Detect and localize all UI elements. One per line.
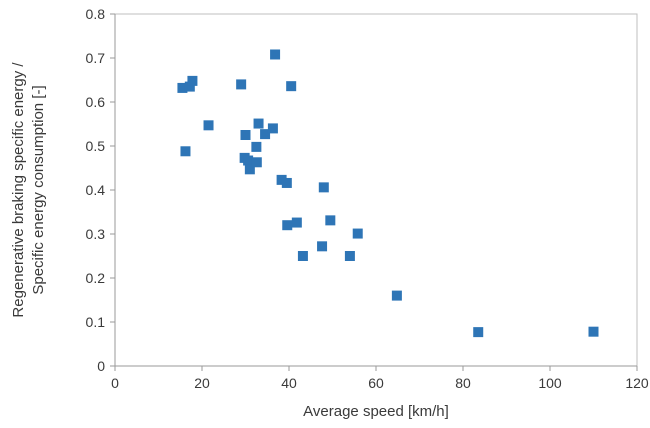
x-tick-label: 60: [368, 375, 384, 391]
data-point: [244, 164, 255, 175]
data-point: [352, 228, 363, 239]
data-point: [203, 120, 214, 131]
data-point: [281, 177, 292, 188]
data-point: [251, 157, 262, 168]
data-point: [286, 81, 297, 92]
y-tick-label: 0.4: [86, 182, 106, 198]
y-tick-label: 0.5: [86, 138, 106, 154]
y-tick-label: 0.8: [86, 6, 106, 22]
y-axis-title-line-2: Specific energy consumption [-]: [30, 85, 47, 294]
data-point: [325, 215, 336, 226]
data-point: [184, 81, 195, 92]
x-tick-label: 120: [625, 375, 649, 391]
x-tick-label: 80: [455, 375, 471, 391]
tick-labels: 0 20 40 60 80 100 120 0 0.1 0.2 0.3 0.4 0.5 0.6 0.7 0.8: [86, 6, 649, 391]
data-point: [251, 141, 262, 152]
axes: [114, 13, 638, 367]
data-point: [243, 155, 254, 166]
y-tick-label: 0.1: [86, 314, 106, 330]
data-point: [177, 82, 188, 93]
plot-area-border: [114, 13, 638, 367]
y-tick-label: 0.7: [86, 50, 106, 66]
data-point: [276, 174, 287, 185]
data-point: [317, 241, 328, 252]
data-point: [318, 182, 329, 193]
x-tick-label: 40: [281, 375, 297, 391]
data-point: [180, 146, 191, 157]
x-tick-label: 20: [194, 375, 210, 391]
y-tick-label: 0.3: [86, 226, 106, 242]
data-point: [473, 327, 484, 338]
data-point: [236, 79, 247, 90]
data-point: [270, 49, 281, 60]
data-point: [187, 75, 198, 86]
data-point: [282, 220, 293, 231]
axis-titles: Average speed [km/h] Regenerative brakin…: [10, 62, 449, 420]
data-points: [177, 49, 599, 338]
data-point: [260, 129, 271, 140]
y-axis-title-line-1: Regenerative braking specific energy /: [10, 62, 27, 318]
x-tick-label: 100: [538, 375, 562, 391]
x-tick-label: 0: [111, 375, 119, 391]
data-point: [297, 251, 308, 261]
data-point: [344, 251, 355, 261]
y-tick-label: 0: [97, 358, 105, 374]
data-point: [391, 290, 402, 301]
data-point: [253, 118, 264, 129]
y-tick-label: 0.2: [86, 270, 106, 286]
data-point: [267, 123, 278, 134]
x-axis-title: Average speed [km/h]: [303, 403, 449, 420]
data-point: [588, 326, 599, 337]
data-point: [291, 217, 302, 228]
data-point: [240, 130, 251, 140]
y-tick-label: 0.6: [86, 94, 106, 110]
